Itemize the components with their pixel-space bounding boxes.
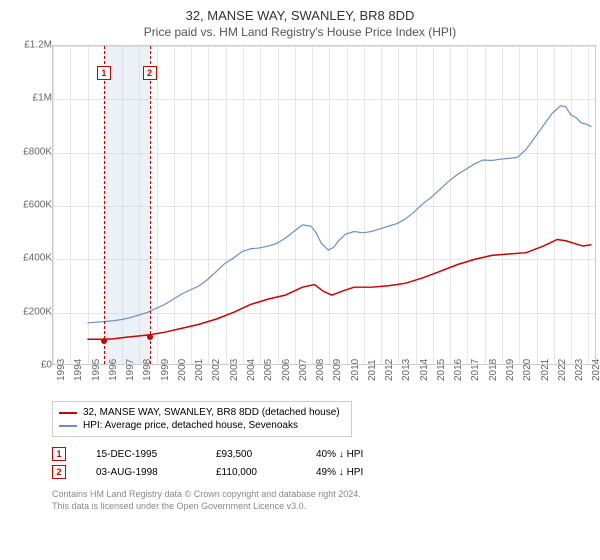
marker-price: £110,000 [216, 467, 286, 478]
event-dot [101, 338, 107, 344]
x-tick-label: 2001 [194, 359, 205, 381]
footer-line1: Contains HM Land Registry data © Crown c… [52, 489, 590, 501]
legend-label: 32, MANSE WAY, SWANLEY, BR8 8DD (detache… [83, 407, 340, 418]
series-property [87, 239, 591, 339]
y-tick-label: £600K [10, 200, 52, 211]
x-tick-label: 1994 [73, 359, 84, 381]
x-tick-label: 1998 [142, 359, 153, 381]
chart-subtitle: Price paid vs. HM Land Registry's House … [10, 25, 590, 39]
y-tick-label: £1M [10, 93, 52, 104]
footer: Contains HM Land Registry data © Crown c… [52, 489, 590, 512]
x-tick-label: 2012 [384, 359, 395, 381]
x-tick-label: 2011 [367, 359, 378, 381]
x-tick-label: 2003 [229, 359, 240, 381]
x-tick-label: 2021 [540, 359, 551, 381]
x-tick-label: 2002 [211, 359, 222, 381]
y-tick-label: £800K [10, 146, 52, 157]
event-marker-box: 2 [143, 66, 157, 80]
plot-region: £0£200K£400K£600K£800K£1M£1.2M 12 199319… [36, 45, 596, 395]
event-line [150, 46, 151, 364]
x-tick-label: 2004 [246, 359, 257, 381]
marker-date: 15-DEC-1995 [96, 449, 186, 460]
x-tick-label: 1996 [108, 359, 119, 381]
x-tick-label: 2019 [505, 359, 516, 381]
marker-price: £93,500 [216, 449, 286, 460]
plot-area: 12 [52, 45, 596, 365]
x-tick-label: 2024 [591, 359, 600, 381]
x-tick-label: 1993 [56, 359, 67, 381]
x-tick-label: 2009 [332, 359, 343, 381]
legend-swatch [59, 425, 77, 427]
legend: 32, MANSE WAY, SWANLEY, BR8 8DD (detache… [52, 401, 352, 437]
chart-svg [53, 46, 595, 364]
x-tick-label: 2018 [488, 359, 499, 381]
y-tick-label: £1.2M [10, 40, 52, 51]
x-tick-label: 2016 [453, 359, 464, 381]
y-tick-label: £400K [10, 253, 52, 264]
legend-swatch [59, 412, 77, 414]
x-tick-label: 2013 [401, 359, 412, 381]
y-tick-label: £200K [10, 306, 52, 317]
event-dot [147, 334, 153, 340]
y-axis-labels: £0£200K£400K£600K£800K£1M£1.2M [10, 45, 52, 365]
x-tick-label: 2000 [177, 359, 188, 381]
event-marker-box: 1 [97, 66, 111, 80]
marker-num-box: 2 [52, 465, 66, 479]
x-tick-label: 1999 [160, 359, 171, 381]
legend-label: HPI: Average price, detached house, Seve… [83, 420, 298, 431]
x-axis-labels: 1993199419951996199719981999200020012002… [52, 367, 596, 399]
x-tick-label: 2014 [419, 359, 430, 381]
x-tick-label: 2022 [557, 359, 568, 381]
x-tick-label: 1995 [91, 359, 102, 381]
x-tick-label: 2017 [470, 359, 481, 381]
legend-row: 32, MANSE WAY, SWANLEY, BR8 8DD (detache… [59, 406, 345, 419]
x-tick-label: 1997 [125, 359, 136, 381]
event-line [104, 46, 105, 364]
x-tick-label: 2005 [263, 359, 274, 381]
marker-date: 03-AUG-1998 [96, 467, 186, 478]
x-tick-label: 2010 [350, 359, 361, 381]
x-tick-label: 2008 [315, 359, 326, 381]
marker-row: 2 03-AUG-1998 £110,000 49% ↓ HPI [52, 463, 590, 481]
x-tick-label: 2020 [522, 359, 533, 381]
series-hpi [87, 106, 591, 323]
legend-row: HPI: Average price, detached house, Seve… [59, 419, 345, 432]
footer-line2: This data is licensed under the Open Gov… [52, 501, 590, 513]
marker-num-box: 1 [52, 447, 66, 461]
marker-delta: 49% ↓ HPI [316, 467, 363, 478]
chart-title: 32, MANSE WAY, SWANLEY, BR8 8DD [10, 8, 590, 23]
marker-delta: 40% ↓ HPI [316, 449, 363, 460]
x-tick-label: 2006 [281, 359, 292, 381]
marker-table: 1 15-DEC-1995 £93,500 40% ↓ HPI 2 03-AUG-1998… [52, 445, 590, 481]
x-tick-label: 2007 [298, 359, 309, 381]
x-tick-label: 2015 [436, 359, 447, 381]
chart-container: 32, MANSE WAY, SWANLEY, BR8 8DD Price pa… [0, 0, 600, 560]
y-tick-label: £0 [10, 360, 52, 371]
marker-row: 1 15-DEC-1995 £93,500 40% ↓ HPI [52, 445, 590, 463]
x-tick-label: 2023 [574, 359, 585, 381]
